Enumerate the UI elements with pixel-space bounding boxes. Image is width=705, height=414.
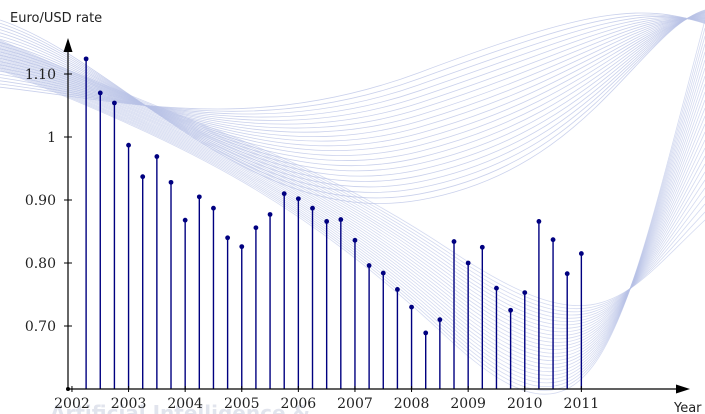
stem-point [182, 217, 188, 223]
background-curve [0, 9, 705, 204]
stem-point [295, 196, 301, 202]
x-tick-label: 2007 [337, 396, 373, 412]
background-curve [0, 17, 705, 133]
stem-point [578, 251, 584, 256]
stem-point [380, 270, 386, 276]
stem-point [352, 237, 358, 243]
y-axis-label: Euro/USD rate [10, 11, 102, 26]
stem-point [112, 100, 117, 106]
stem-point [437, 317, 443, 323]
stem-point [423, 330, 429, 336]
origin-dot [66, 387, 70, 391]
stem-point [508, 307, 514, 313]
stem-point [140, 174, 146, 180]
stem-point [522, 290, 528, 296]
stem-point [196, 194, 202, 200]
stem-point [536, 219, 542, 224]
stem-point [465, 260, 471, 266]
stem-point [564, 271, 570, 277]
y-tick-label: 1 [47, 130, 56, 146]
background-decoration [0, 9, 705, 395]
stem-point [83, 56, 89, 62]
stem-point [479, 244, 485, 250]
background-curve [0, 12, 705, 177]
y-axis-arrow [63, 38, 73, 52]
stem-point [168, 179, 174, 185]
x-tick-label: 2011 [564, 396, 600, 412]
x-tick-label: 2005 [224, 396, 260, 412]
x-tick-label: 2010 [507, 396, 543, 412]
background-curve [0, 15, 705, 156]
y-tick-label: 0.90 [25, 193, 56, 209]
x-tick-label: 2008 [394, 396, 430, 412]
stem-point [338, 217, 344, 222]
stem-point [239, 244, 245, 250]
stem-point [126, 142, 131, 148]
x-ticks: 2002 2003 2004 2005 2006 2007 2008 2009 2010 2011 [54, 386, 599, 412]
stem-point [310, 205, 315, 211]
y-tick-label: 0.80 [25, 256, 56, 272]
stem-point [267, 212, 273, 217]
background-curve [0, 19, 705, 395]
background-curve [0, 43, 705, 316]
stem-point [324, 219, 330, 224]
background-curve [0, 10, 705, 199]
watermark-text: Artificial Intelligence & ... [50, 401, 340, 414]
x-tick-label: 2004 [167, 396, 203, 412]
x-tick-label: 2003 [111, 396, 147, 412]
axes [63, 38, 690, 394]
stem-point [409, 304, 414, 310]
stem-point [211, 205, 216, 211]
y-ticks: 0.70 0.80 0.90 1 1.10 [25, 67, 72, 335]
stem-point [253, 225, 259, 231]
stem-point [281, 191, 287, 197]
y-tick-label: 0.70 [25, 319, 56, 335]
x-axis-label: Year [673, 401, 702, 414]
stem-point [451, 239, 457, 244]
stem-point [97, 90, 103, 96]
stem-point [366, 263, 372, 268]
stem-point [154, 154, 160, 159]
stem-series [83, 56, 584, 389]
stem-point [494, 285, 499, 291]
stem-point [550, 237, 556, 243]
background-curve [0, 11, 705, 188]
x-axis-arrow [676, 384, 690, 394]
x-tick-label: 2006 [281, 396, 317, 412]
x-tick-label: 2002 [54, 396, 90, 412]
stem-point [395, 287, 400, 292]
stem-point [225, 235, 231, 241]
background-curve [0, 10, 705, 193]
y-tick-label: 1.10 [25, 67, 56, 83]
background-curve [0, 12, 705, 182]
x-tick-label: 2009 [450, 396, 486, 412]
